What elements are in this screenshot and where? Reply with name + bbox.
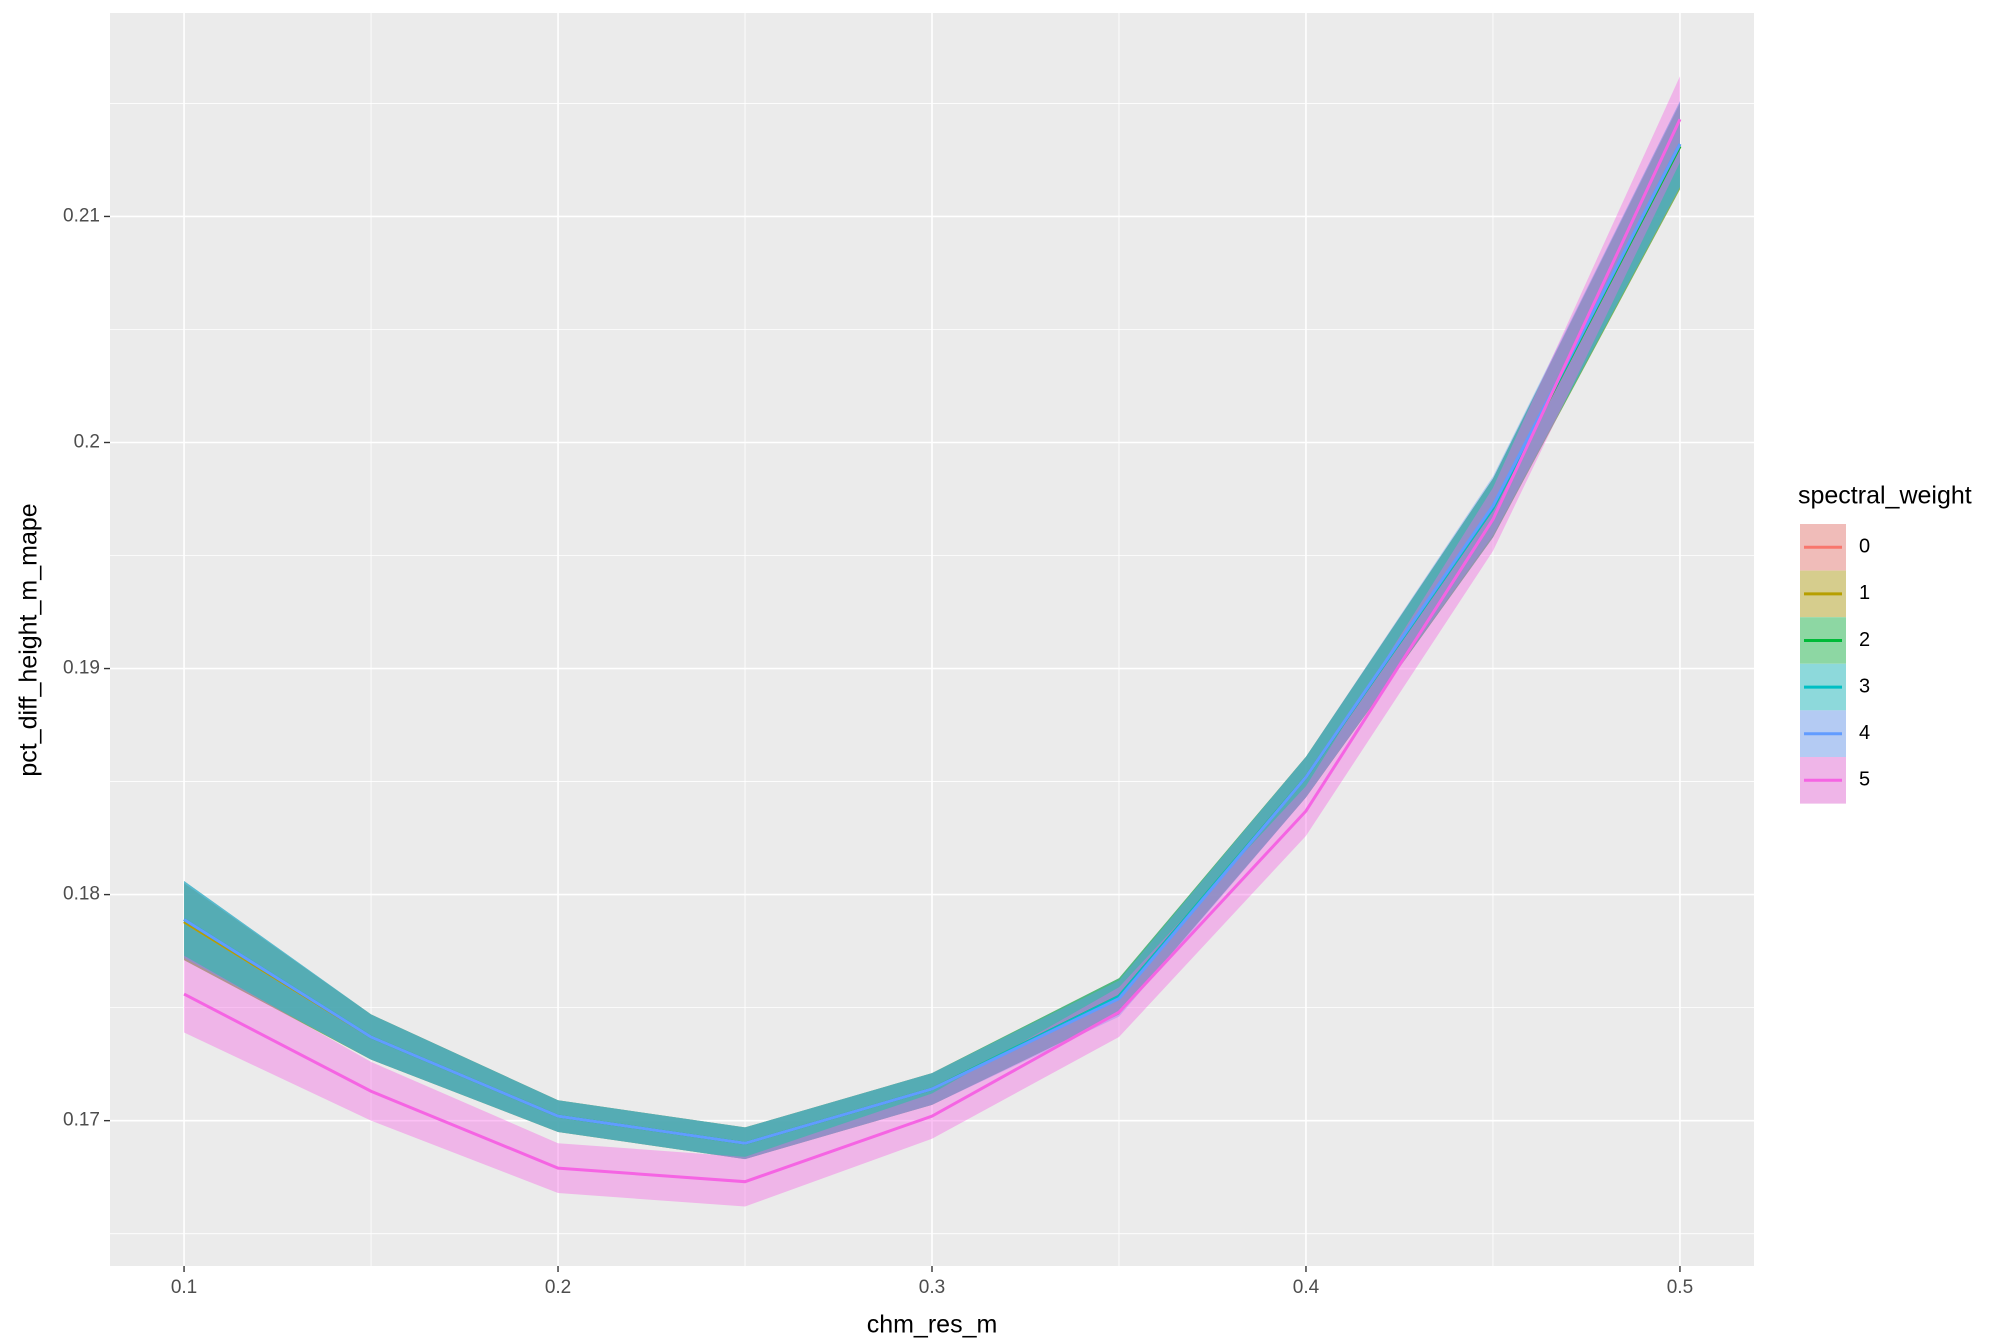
x-tick-label: 0.4: [1293, 1277, 1320, 1298]
legend-label: 3: [1859, 675, 1870, 697]
y-axis-title: pct_diff_height_m_mape: [15, 503, 43, 776]
legend-label: 1: [1859, 582, 1870, 604]
x-tick-label: 0.3: [919, 1277, 945, 1298]
y-tick-label: 0.2: [74, 432, 100, 453]
x-tick-label: 0.5: [1667, 1277, 1693, 1298]
y-tick-label: 0.21: [63, 205, 100, 226]
x-tick-label: 0.2: [545, 1277, 571, 1298]
x-axis-title: chm_res_m: [867, 1311, 998, 1339]
x-tick-label: 0.1: [171, 1277, 197, 1298]
smooth-line: [183, 143, 1682, 1145]
y-tick-label: 0.18: [63, 884, 100, 905]
confidence-ribbon: [184, 76, 1680, 1207]
y-tick-label: 0.17: [63, 1110, 100, 1131]
legend-label: 4: [1859, 722, 1870, 744]
legend-label: 0: [1859, 536, 1870, 558]
y-tick-label: 0.19: [63, 658, 100, 679]
legend-label: 5: [1859, 769, 1870, 791]
legend-title: spectral_weight: [1798, 482, 1972, 510]
legend-label: 2: [1859, 629, 1870, 651]
smooth-line: [183, 118, 1682, 1184]
